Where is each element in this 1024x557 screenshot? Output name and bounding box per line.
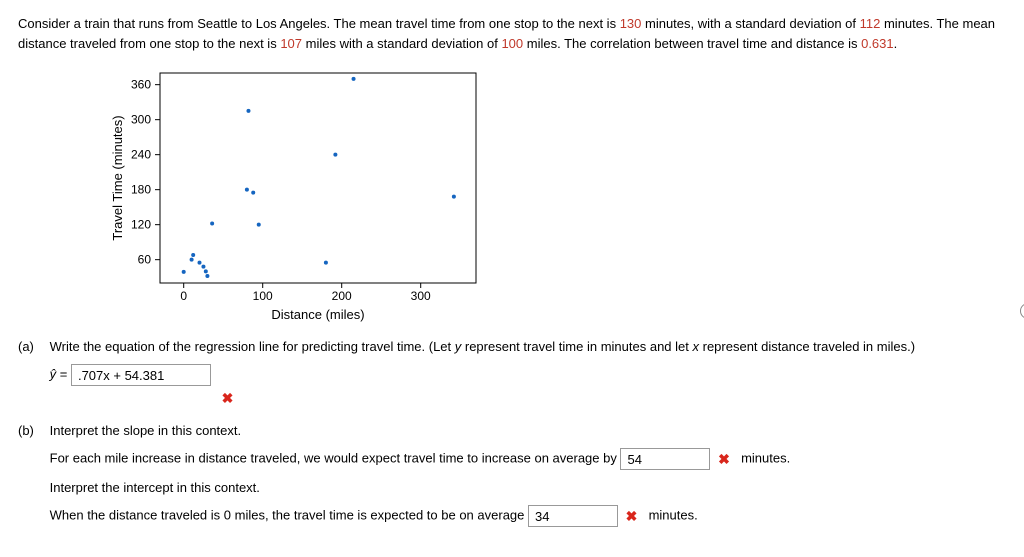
svg-text:300: 300 (131, 113, 151, 127)
part-b: (b) Interpret the slope in this context.… (18, 423, 1006, 527)
equals: = (56, 366, 71, 381)
svg-text:60: 60 (138, 253, 152, 267)
part-b-q1: Interpret the slope in this context. (50, 423, 1004, 438)
svg-text:300: 300 (411, 289, 431, 303)
value-mean-time: 130 (620, 16, 642, 31)
svg-text:Distance (miles): Distance (miles) (271, 307, 364, 322)
text: minutes. The mean (880, 16, 995, 31)
regression-equation-input[interactable] (71, 364, 211, 386)
svg-text:120: 120 (131, 218, 151, 232)
part-b-q2: Interpret the intercept in this context. (50, 480, 1004, 495)
text: Consider a train that runs from Seattle … (18, 16, 620, 31)
svg-text:200: 200 (332, 289, 352, 303)
incorrect-icon: ✖ (718, 451, 730, 468)
scatter-chart: 0 100 200 300 60 120 180 240 300 360 Distance (mil… (108, 63, 488, 323)
svg-text:360: 360 (131, 78, 151, 92)
value-mean-dist: 107 (280, 36, 302, 51)
incorrect-icon: ✖ (626, 508, 638, 525)
text: minutes, with a standard deviation of (641, 16, 859, 31)
svg-text:Travel Time (minutes): Travel Time (minutes) (110, 115, 125, 240)
svg-text:180: 180 (131, 183, 151, 197)
svg-text:100: 100 (253, 289, 273, 303)
slope-answer-input[interactable] (620, 448, 710, 470)
problem-statement: Consider a train that runs from Seattle … (18, 14, 1006, 53)
intercept-answer-input[interactable] (528, 505, 618, 527)
text: distance traveled from one stop to the n… (18, 36, 280, 51)
value-sd-time: 112 (860, 16, 881, 31)
value-sd-dist: 100 (501, 36, 523, 51)
incorrect-icon: ✖ (222, 390, 234, 407)
part-b-label: (b) (18, 423, 46, 438)
value-corr: 0.631 (861, 36, 894, 51)
part-a-prompt: Write the equation of the regression lin… (50, 339, 915, 354)
scatter-chart-container: 0 100 200 300 60 120 180 240 300 360 Distance (mil… (108, 63, 1006, 323)
svg-text:0: 0 (180, 289, 187, 303)
part-a-label: (a) (18, 339, 46, 354)
info-icon[interactable]: i (1020, 303, 1024, 319)
text: miles with a standard deviation of (302, 36, 501, 51)
part-a: (a) Write the equation of the regression… (18, 339, 1006, 407)
svg-text:240: 240 (131, 148, 151, 162)
intercept-sentence: When the distance traveled is 0 miles, t… (50, 505, 1004, 527)
text: miles. The correlation between travel ti… (523, 36, 861, 51)
slope-sentence: For each mile increase in distance trave… (50, 448, 1004, 470)
text: . (894, 36, 898, 51)
